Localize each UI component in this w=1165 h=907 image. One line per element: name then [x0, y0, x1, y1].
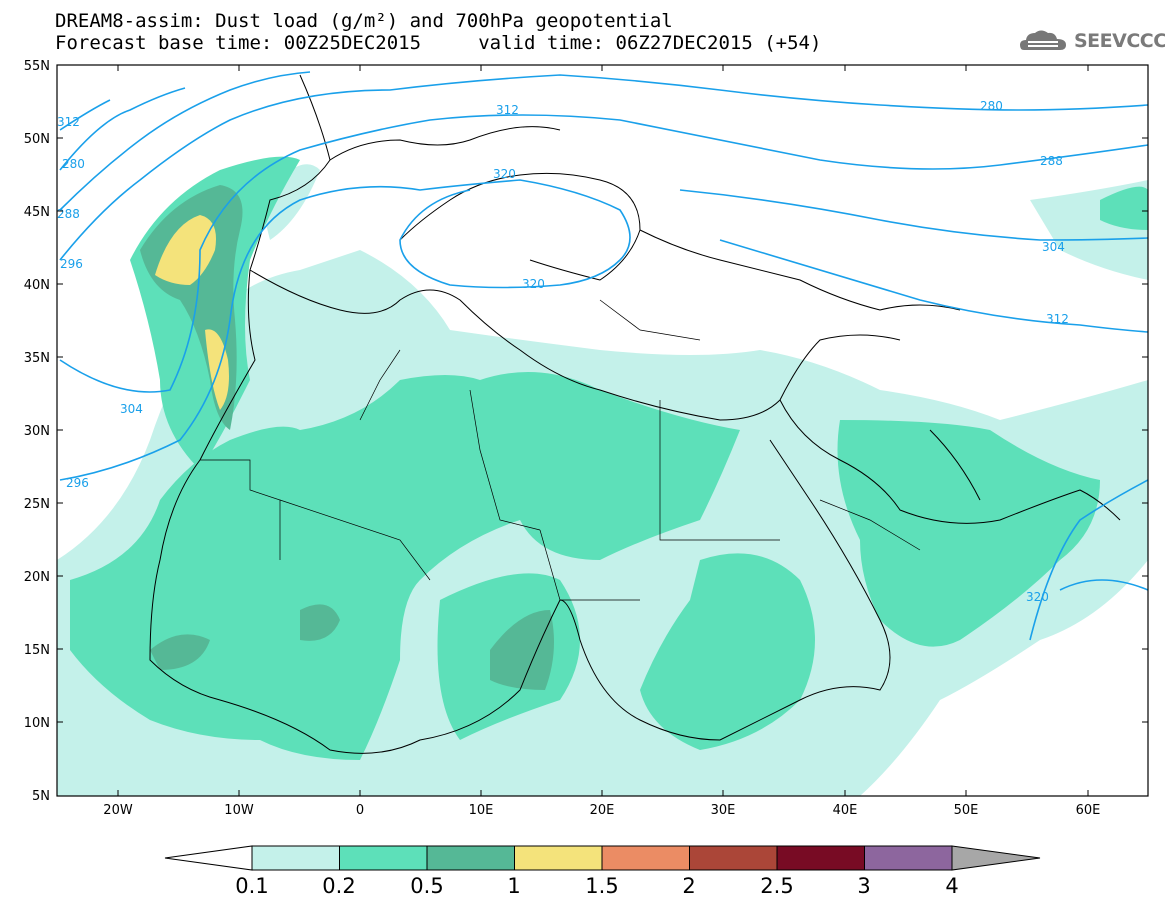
contour-label: 312: [57, 115, 80, 129]
country-borders: [200, 299, 921, 601]
contour-label: 320: [1026, 590, 1049, 604]
lat-label: 25N: [24, 497, 50, 512]
lon-label: 0: [356, 803, 364, 818]
lat-label: 35N: [24, 351, 50, 366]
lon-label: 30E: [711, 803, 736, 818]
contour-label: 296: [60, 257, 83, 271]
coastlines: [149, 74, 1121, 754]
lat-label: 30N: [24, 424, 50, 439]
lon-label: 10E: [469, 803, 494, 818]
contour-label: 312: [496, 103, 519, 117]
forecast-time-line: Forecast base time: 00Z25DEC2015 valid t…: [55, 32, 822, 54]
dust-layer-1: [155, 215, 229, 410]
map-title: DREAM8-assim: Dust load (g/m²) and 700hP…: [55, 10, 673, 32]
lat-label: 40N: [24, 278, 50, 293]
lon-label: 10W: [224, 803, 254, 818]
lon-label: 60E: [1076, 803, 1101, 818]
lat-label: 55N: [24, 59, 50, 74]
contour-label: 320: [493, 167, 516, 181]
lat-label: 20N: [24, 570, 50, 585]
contour-label: 304: [120, 402, 143, 416]
contour-label: 296: [66, 476, 89, 490]
contour-label: 280: [62, 157, 85, 171]
axis-ticks: [57, 64, 1148, 797]
contour-label: 288: [57, 207, 80, 221]
lat-label: 50N: [24, 132, 50, 147]
lon-label: 20W: [103, 803, 133, 818]
lat-label: 5N: [32, 789, 50, 804]
lon-label: 40E: [833, 803, 858, 818]
contour-labels: 312 280 312 320 288 296 304 296 320 280 …: [57, 99, 1069, 604]
lat-label: 45N: [24, 205, 50, 220]
lat-label: 15N: [24, 643, 50, 658]
contour-label: 312: [1046, 312, 1069, 326]
logo-label: SEEVCCC: [1074, 30, 1165, 52]
seevccc-cloud-icon: [1020, 30, 1066, 50]
contour-label: 304: [1042, 240, 1065, 254]
contour-label: 320: [522, 277, 545, 291]
lon-label: 20E: [590, 803, 615, 818]
lon-label: 50E: [954, 803, 979, 818]
geopotential-contours: [59, 71, 1148, 641]
contour-label: 288: [1040, 154, 1063, 168]
lat-label: 10N: [24, 716, 50, 731]
contour-label: 280: [980, 99, 1003, 113]
